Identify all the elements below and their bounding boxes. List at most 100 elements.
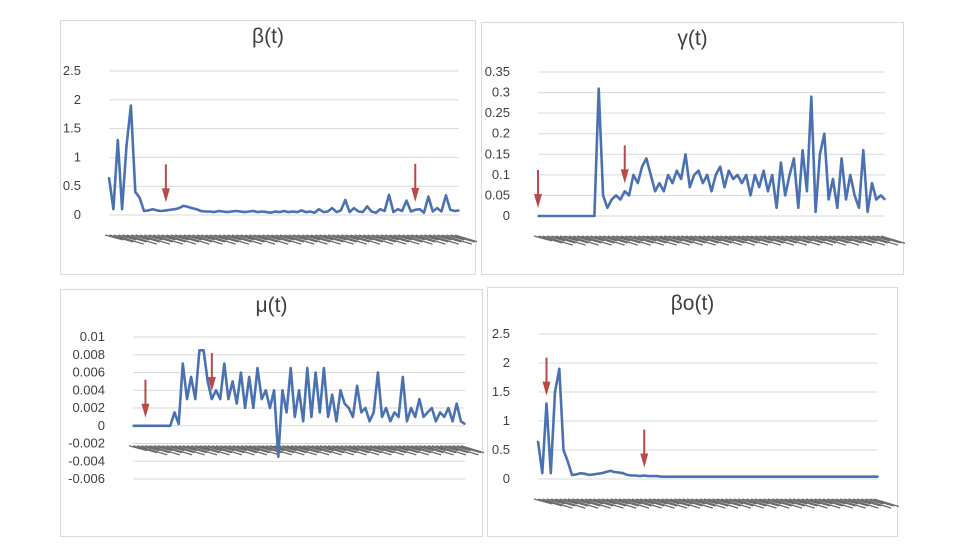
x-tick-label	[768, 235, 787, 242]
x-tick-label	[767, 498, 792, 507]
x-tick-label	[824, 235, 849, 244]
x-tick-label	[755, 235, 774, 242]
y-tick-label: 2.5	[63, 63, 81, 78]
x-tick-label	[157, 234, 176, 241]
data-point	[651, 475, 654, 477]
x-tick-label	[284, 234, 315, 245]
y-tick-label: 0.1	[492, 167, 510, 182]
data-point	[667, 174, 669, 176]
y-tick-label: 0	[503, 208, 510, 223]
data-point	[356, 385, 358, 387]
x-tick-label	[665, 498, 690, 507]
data-point	[823, 132, 826, 135]
x-tick-label	[303, 445, 322, 452]
x-tick-label	[306, 234, 331, 243]
x-tick-label	[357, 445, 382, 454]
data-point	[615, 194, 617, 197]
x-tick-label	[137, 445, 168, 456]
data-point	[826, 475, 828, 478]
data-point	[305, 211, 307, 213]
x-tick-label	[153, 445, 173, 452]
x-tick-label	[148, 234, 173, 243]
x-tick-label	[550, 498, 576, 507]
data-point	[445, 194, 447, 197]
x-tick-label	[759, 498, 790, 509]
data-point	[630, 474, 633, 477]
x-tick-label	[746, 235, 771, 244]
x-tick-label	[598, 235, 618, 242]
data-point	[860, 475, 862, 478]
data-point	[215, 389, 217, 392]
data-point	[223, 362, 226, 365]
data-point	[392, 211, 395, 213]
chart-svg-gamma: 0.35 0.3 0.25 0.2 0.15 0.1 0.05 0	[485, 64, 905, 246]
data-point	[762, 475, 765, 478]
data-point	[813, 475, 816, 478]
x-tick-label	[833, 235, 852, 242]
x-tick-label	[831, 498, 856, 507]
x-tick-label	[286, 445, 317, 456]
data-point	[827, 198, 830, 201]
data-point	[231, 380, 234, 383]
data-point	[132, 424, 134, 427]
x-tick-label	[205, 234, 236, 245]
x-tick-label	[141, 445, 160, 452]
x-tick-label	[406, 445, 432, 454]
data-point	[460, 420, 462, 423]
x-tick-label	[827, 498, 846, 505]
x-tick-label	[567, 498, 599, 509]
x-tick-label	[661, 498, 680, 505]
x-tick-label	[361, 445, 392, 456]
data-point	[156, 209, 158, 212]
data-point	[801, 149, 804, 151]
x-tick-label	[818, 498, 843, 507]
x-tick-label	[224, 445, 255, 456]
x-tick-label	[650, 235, 670, 242]
data-point	[855, 475, 858, 478]
y-tick-label: 2	[74, 92, 81, 107]
data-point	[326, 210, 329, 213]
data-point	[563, 215, 565, 217]
data-point	[821, 475, 824, 478]
x-tick-label	[603, 235, 628, 244]
data-point	[877, 475, 879, 478]
red-arrow-icon	[534, 170, 542, 208]
x-tick-label	[852, 498, 871, 505]
data-point	[622, 472, 624, 474]
x-tick-label	[419, 445, 444, 454]
data-point	[443, 416, 446, 418]
series-line	[107, 104, 460, 214]
x-tick-label	[611, 235, 631, 242]
x-tick-label	[694, 235, 719, 244]
x-tick-label	[720, 498, 752, 509]
data-point	[269, 407, 271, 409]
x-tick-label	[207, 445, 233, 454]
data-point	[749, 194, 752, 197]
data-point	[427, 195, 430, 198]
data-point	[634, 474, 637, 477]
series-line	[538, 87, 886, 218]
data-point	[138, 196, 141, 199]
x-tick-label	[332, 445, 357, 454]
x-tick-label	[606, 498, 637, 509]
data-point	[849, 174, 852, 176]
x-tick-label	[450, 234, 475, 243]
data-point	[845, 198, 847, 201]
x-tick-label	[729, 498, 754, 507]
data-point	[723, 186, 726, 188]
data-point	[698, 475, 701, 478]
x-tick-label	[867, 235, 899, 246]
data-point	[160, 210, 163, 212]
x-tick-label	[691, 498, 716, 507]
data-point	[719, 475, 722, 478]
data-point	[182, 204, 185, 207]
red-arrow-icon	[161, 164, 170, 203]
x-tick-label	[814, 498, 833, 505]
data-point	[724, 475, 726, 478]
x-tick-label	[406, 234, 426, 241]
x-tick-label	[369, 445, 394, 454]
x-tick-label	[681, 235, 706, 244]
x-tick-label	[227, 234, 252, 243]
data-point	[449, 209, 452, 211]
data-point	[352, 416, 354, 418]
